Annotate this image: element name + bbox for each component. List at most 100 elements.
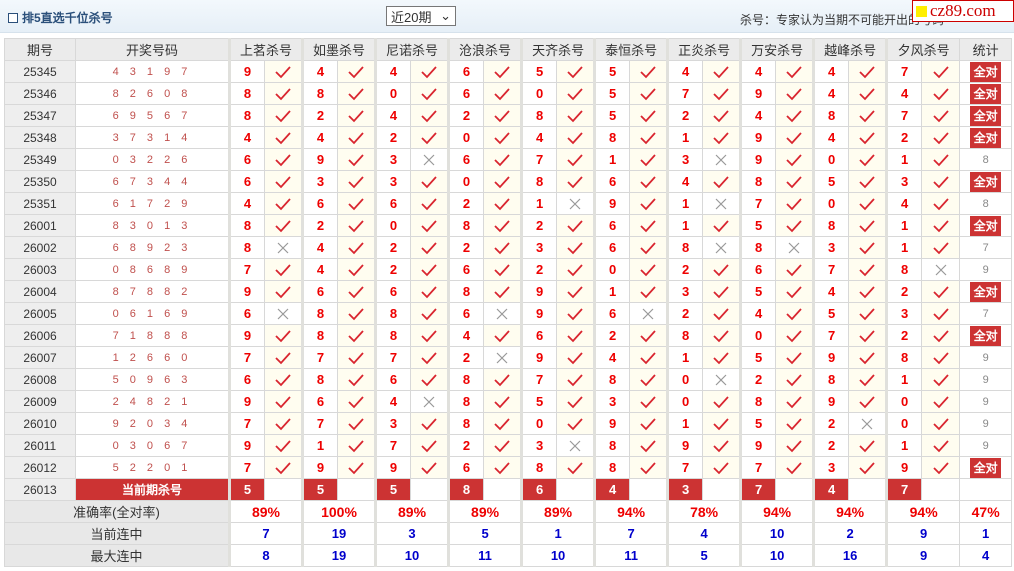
current-label: 当前期杀号 — [75, 478, 230, 501]
kill-number: 7 — [739, 192, 777, 215]
kill-number: 3 — [885, 302, 923, 325]
hit-mark — [629, 192, 669, 215]
kill-number: 6 — [447, 82, 485, 105]
hit-mark — [263, 126, 304, 149]
row-stat: 全对 — [959, 82, 1013, 105]
draw-code: 1 2 6 6 0 — [75, 346, 230, 369]
cross-icon — [703, 373, 739, 387]
check-icon — [557, 131, 593, 145]
kill-number: 2 — [520, 214, 558, 237]
kill-number: 8 — [812, 104, 850, 127]
check-icon — [411, 417, 447, 431]
check-icon — [411, 461, 447, 475]
all-right-badge: 全对 — [970, 127, 1002, 148]
kill-number: 0 — [812, 148, 850, 171]
row-stat: 7 — [959, 236, 1013, 259]
kill-number: 9 — [520, 280, 558, 303]
check-icon — [265, 351, 301, 365]
kill-number: 1 — [301, 434, 339, 457]
kill-number: 6 — [447, 258, 485, 281]
hit-mark — [556, 368, 596, 391]
hit-mark — [556, 170, 596, 193]
period: 26012 — [4, 456, 76, 479]
kill-number: 8 — [447, 214, 485, 237]
hit-mark — [848, 302, 888, 325]
check-icon — [557, 263, 593, 277]
kill-number: 8 — [447, 280, 485, 303]
kill-number: 6 — [228, 170, 265, 193]
hit-mark — [263, 456, 304, 479]
kill-number: 7 — [228, 456, 265, 479]
miss-mark — [702, 368, 742, 391]
kill-number: 6 — [301, 390, 339, 413]
row-stat: 全对 — [959, 280, 1013, 303]
check-icon — [703, 263, 739, 277]
kill-number: 9 — [593, 192, 631, 215]
hit-mark — [337, 324, 377, 347]
miss-mark — [702, 236, 742, 259]
hit-mark — [410, 346, 450, 369]
row-stat: 全对 — [959, 324, 1013, 347]
hit-mark — [775, 258, 815, 281]
kill-number: 7 — [739, 456, 777, 479]
check-icon — [557, 351, 593, 365]
check-icon — [411, 307, 447, 321]
check-icon — [703, 351, 739, 365]
logo-text: cz89.com — [930, 1, 996, 20]
hit-mark — [337, 236, 377, 259]
hit-mark — [410, 302, 450, 325]
current-kill-number: 4 — [593, 478, 631, 501]
period: 26007 — [4, 346, 76, 369]
row-stat: 全对 — [959, 456, 1013, 479]
header-stat: 统计 — [959, 38, 1013, 61]
square-icon — [8, 12, 18, 23]
table-row: 26012 5 2 2 0 1 7 9 9 6 8 8 7 7 3 9 全对 — [4, 456, 1013, 479]
kill-number: 3 — [593, 390, 631, 413]
hit-mark — [848, 390, 888, 413]
check-icon — [776, 87, 812, 101]
check-icon — [849, 395, 885, 409]
draw-code: 6 7 3 4 4 — [75, 170, 230, 193]
kill-number: 8 — [301, 324, 339, 347]
hit-mark — [263, 258, 304, 281]
check-icon — [922, 373, 959, 387]
period: 25351 — [4, 192, 76, 215]
kill-number: 9 — [739, 148, 777, 171]
kill-number: 5 — [593, 60, 631, 83]
current-streak-row-label: 当前连中 — [4, 522, 230, 545]
row-stat: 9 — [959, 258, 1013, 281]
check-icon — [338, 197, 374, 211]
check-icon — [849, 219, 885, 233]
check-icon — [557, 87, 593, 101]
hit-mark — [848, 82, 888, 105]
check-icon — [849, 439, 885, 453]
check-icon — [484, 109, 520, 123]
check-icon — [703, 285, 739, 299]
all-right-badge: 全对 — [970, 61, 1002, 82]
header-period: 期号 — [4, 38, 76, 61]
kill-number: 4 — [885, 192, 923, 215]
hit-mark — [775, 324, 815, 347]
kill-number: 8 — [374, 302, 412, 325]
header-expert: 夕风杀号 — [885, 38, 961, 61]
kill-number: 5 — [520, 390, 558, 413]
hit-mark — [629, 434, 669, 457]
check-icon — [557, 285, 593, 299]
check-icon — [776, 417, 812, 431]
kill-number: 0 — [666, 390, 704, 413]
miss-mark — [629, 302, 669, 325]
row-stat: 8 — [959, 148, 1013, 171]
check-icon — [630, 351, 666, 365]
hit-mark — [556, 280, 596, 303]
check-icon — [630, 395, 666, 409]
kill-number: 2 — [666, 258, 704, 281]
period-range-select[interactable]: 近20期 ⌄ — [386, 6, 456, 26]
current-streak-row-value: 2 — [812, 522, 888, 545]
check-icon — [849, 285, 885, 299]
kill-number: 7 — [301, 412, 339, 435]
table-row: 25346 8 2 6 0 8 8 8 0 6 0 5 7 9 4 4 全对 — [4, 82, 1013, 105]
hit-mark — [483, 148, 523, 171]
hit-mark — [848, 236, 888, 259]
